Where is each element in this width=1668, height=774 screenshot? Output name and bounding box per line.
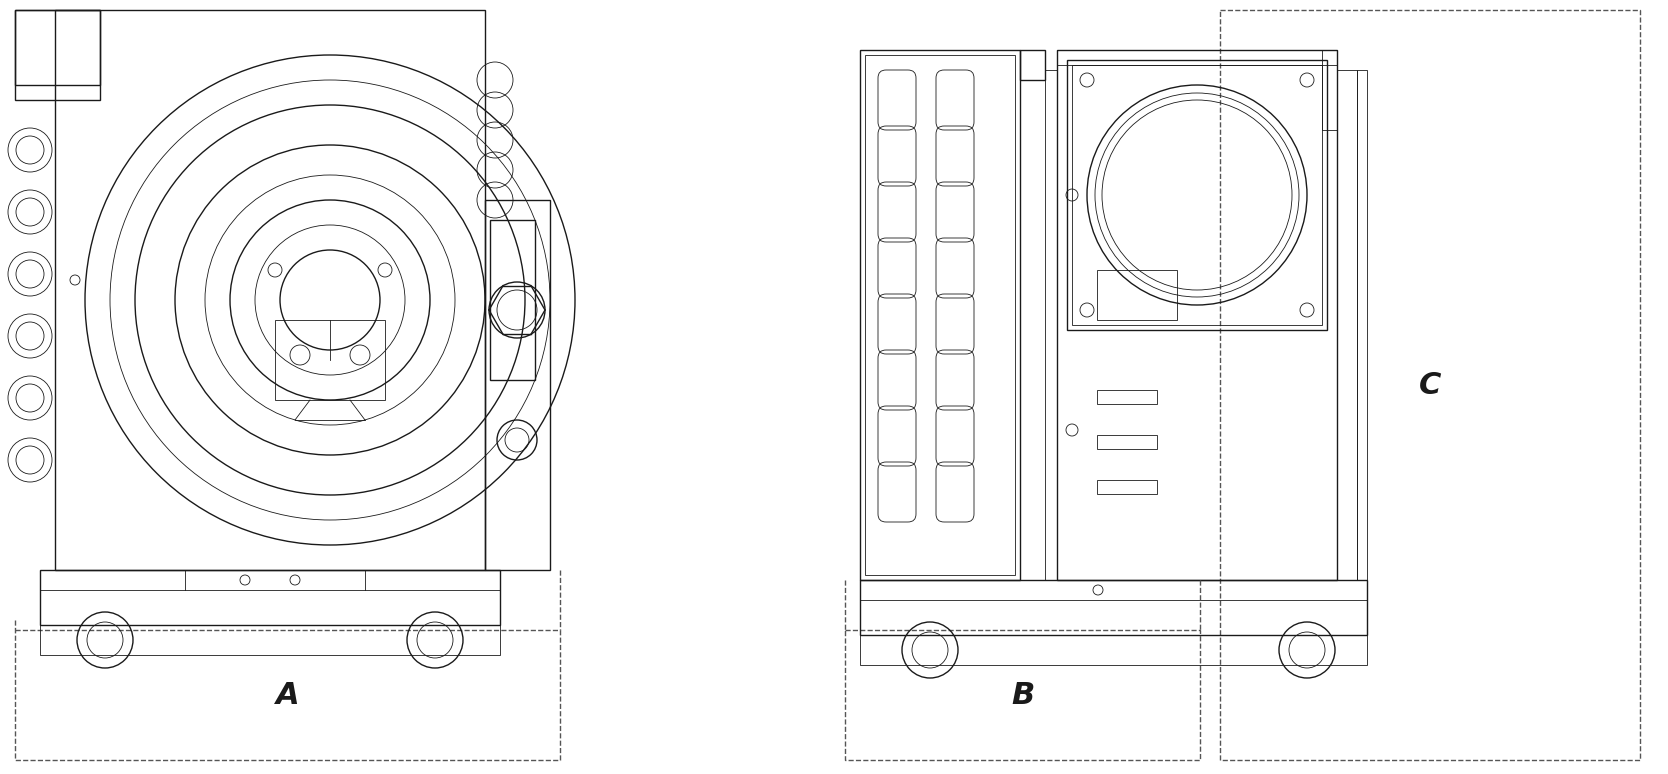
Bar (846, 630, 1199, 760)
Bar (275, 320, 385, 400)
Bar (15, 10, 100, 100)
Bar (1098, 480, 1158, 494)
Bar (1058, 50, 1338, 580)
Bar (1098, 435, 1158, 449)
Bar (490, 220, 535, 380)
Bar (485, 200, 550, 570)
Bar (40, 625, 500, 655)
Bar (1021, 50, 1044, 80)
Bar (15, 10, 100, 85)
Bar (1058, 50, 1338, 65)
Text: A: A (275, 680, 299, 710)
Text: C: C (1419, 371, 1441, 399)
Bar (1323, 50, 1338, 130)
Bar (15, 630, 560, 760)
Bar (861, 580, 1368, 635)
Bar (1068, 60, 1328, 330)
Bar (1098, 270, 1178, 320)
Bar (55, 10, 485, 570)
Bar (40, 570, 500, 625)
Bar (1073, 65, 1323, 325)
Bar (1219, 10, 1640, 760)
Bar (1338, 70, 1358, 580)
Bar (861, 635, 1368, 665)
Bar (866, 55, 1016, 575)
Bar (861, 50, 1021, 580)
Bar (1098, 390, 1158, 404)
Bar (1358, 70, 1368, 580)
Text: B: B (1011, 680, 1034, 710)
Bar (1044, 70, 1058, 580)
